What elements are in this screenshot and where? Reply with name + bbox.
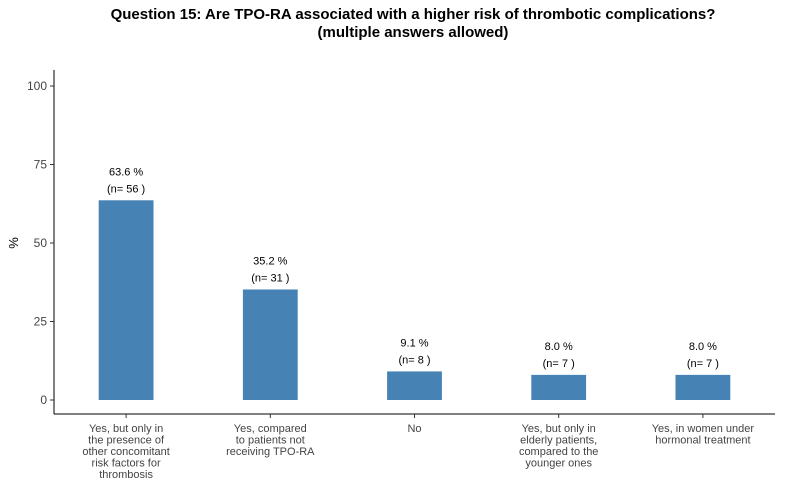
x-category-label: Yes, in women under bbox=[652, 423, 755, 435]
bar-value-label: 35.2 % bbox=[253, 255, 287, 267]
chart-title-line-2: (multiple answers allowed) bbox=[318, 24, 509, 41]
x-category-label: younger ones bbox=[525, 458, 592, 470]
x-category-label: thrombosis bbox=[99, 469, 153, 481]
bar-value-label: 8.0 % bbox=[689, 341, 717, 353]
bar-value-label: 63.6 % bbox=[109, 166, 143, 178]
x-category-label: Yes, but only in bbox=[522, 423, 596, 435]
bar-count-label: (n= 8 ) bbox=[398, 354, 430, 366]
x-category-label: compared to the bbox=[519, 446, 599, 458]
x-category-label: Yes, but only in bbox=[89, 423, 163, 435]
x-category-label: receiving TPO-RA bbox=[226, 446, 315, 458]
bar bbox=[531, 374, 587, 400]
x-category-label: hormonal treatment bbox=[655, 435, 750, 447]
y-tick-label: 50 bbox=[34, 236, 48, 250]
x-category-label: Yes, compared bbox=[234, 423, 307, 435]
bar-count-label: (n= 56 ) bbox=[107, 183, 145, 195]
bar-count-label: (n= 7 ) bbox=[543, 358, 575, 370]
x-category-label: other concomitant bbox=[82, 446, 169, 458]
bar bbox=[387, 371, 442, 400]
bar-count-label: (n= 7 ) bbox=[687, 358, 719, 370]
y-tick-label: 25 bbox=[34, 315, 48, 329]
bar-count-label: (n= 31 ) bbox=[251, 272, 289, 284]
x-category-label: to patients not bbox=[236, 435, 305, 447]
y-axis-title: % bbox=[6, 237, 21, 249]
y-tick-label: 75 bbox=[34, 158, 48, 172]
x-category-label: No bbox=[407, 423, 421, 435]
x-category-label: risk factors for bbox=[92, 458, 161, 470]
bar bbox=[675, 374, 731, 400]
bar bbox=[98, 200, 154, 400]
x-category-label: the presence of bbox=[88, 435, 165, 447]
bar-value-label: 9.1 % bbox=[400, 337, 428, 349]
plot-area: 0 25 50 75 100 63.6 % (n= 56 ) Yes, but only in… bbox=[27, 70, 775, 481]
bar bbox=[242, 289, 298, 400]
y-tick-label: 100 bbox=[27, 79, 47, 93]
x-category-label: elderly patients, bbox=[520, 435, 597, 447]
y-tick-label: 0 bbox=[40, 393, 47, 407]
chart-title-line-1: Question 15: Are TPO-RA associated with … bbox=[111, 6, 716, 23]
bar-value-label: 8.0 % bbox=[545, 341, 573, 353]
